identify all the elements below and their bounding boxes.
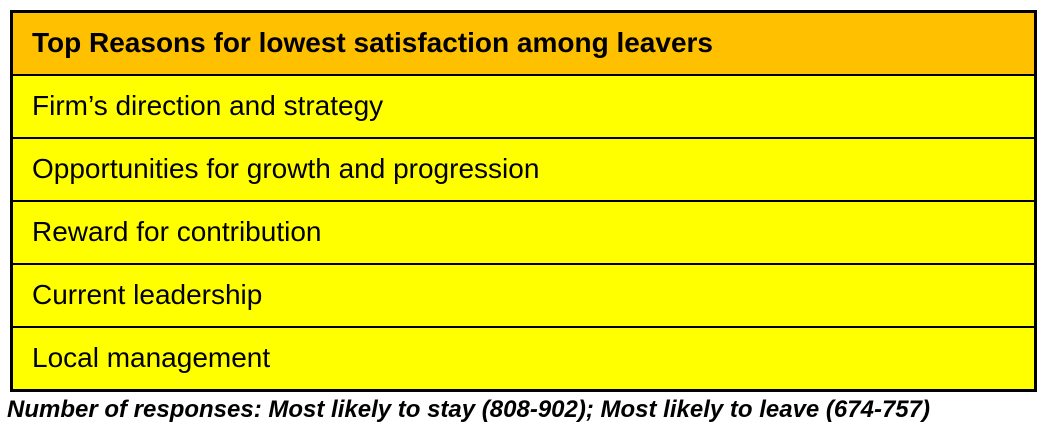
top-reasons-table: Top Reasons for lowest satisfaction amon… [10,10,1037,392]
table-row: Firm’s direction and strategy [10,74,1037,139]
table-row: Local management [10,326,1037,392]
table-row: Reward for contribution [10,200,1037,265]
table-cell-reason-2: Opportunities for growth and progression [10,137,1037,202]
table-cell-reason-4: Current leadership [10,263,1037,328]
table-header-row: Top Reasons for lowest satisfaction amon… [10,10,1037,76]
table-cell-reason-5: Local management [10,326,1037,392]
table-cell-reason-3: Reward for contribution [10,200,1037,265]
table-row: Current leadership [10,263,1037,328]
table-cell-reason-1: Firm’s direction and strategy [10,74,1037,139]
responses-footnote: Number of responses: Most likely to stay… [7,396,930,423]
table-row: Opportunities for growth and progression [10,137,1037,202]
table-header-cell: Top Reasons for lowest satisfaction amon… [10,10,1037,76]
